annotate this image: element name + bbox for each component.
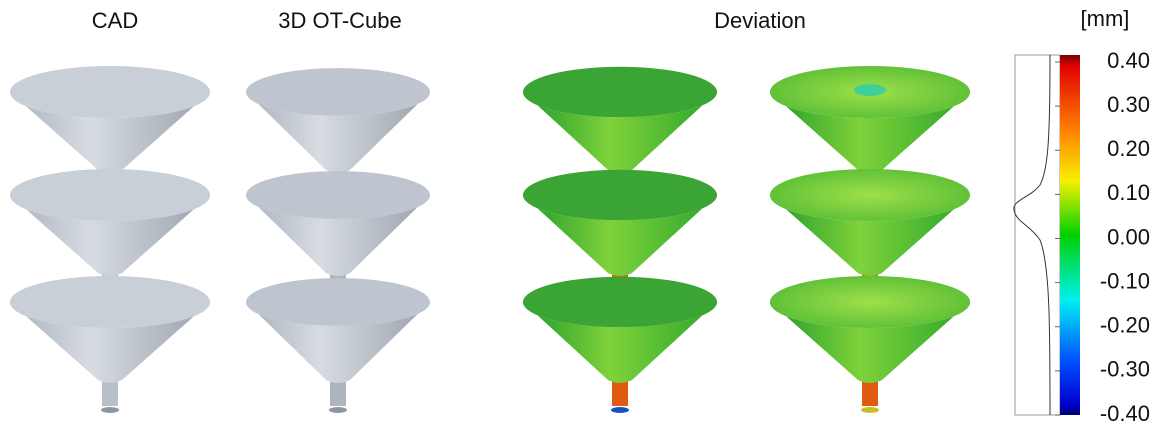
tick-label: -0.10	[1100, 268, 1150, 293]
disk-top	[246, 278, 430, 326]
tick-label: -0.30	[1100, 357, 1150, 382]
panel-title: Deviation	[714, 8, 806, 33]
top-spot	[854, 84, 886, 96]
disk-top	[770, 169, 970, 221]
disk-top	[246, 68, 430, 116]
tick-label: 0.30	[1107, 92, 1150, 117]
panel-title: 3D OT-Cube	[278, 8, 402, 33]
disk-top	[523, 170, 717, 220]
stem-end	[101, 407, 119, 413]
tick-label: 0.10	[1107, 180, 1150, 205]
tick-label: 0.20	[1107, 136, 1150, 161]
disk-top	[10, 169, 210, 221]
renders	[10, 66, 970, 413]
disk-top	[523, 67, 717, 117]
tick-label: -0.20	[1100, 313, 1150, 338]
disk-top	[246, 171, 430, 219]
figure: CAD 3D OT-Cube Deviation [mm] 0.40 0.30 0.…	[0, 0, 1157, 427]
colorbar-unit: [mm]	[1081, 6, 1130, 31]
panel-title: CAD	[92, 8, 138, 33]
tick-label: 0.00	[1107, 224, 1150, 249]
tick-label: -0.40	[1100, 401, 1150, 426]
disk-top	[523, 277, 717, 327]
tick-label: 0.40	[1107, 48, 1150, 73]
disk-top	[10, 276, 210, 328]
disk-top	[10, 66, 210, 118]
stem-end	[329, 407, 347, 413]
colorbar	[1060, 55, 1080, 415]
histogram-box	[1015, 55, 1060, 415]
stem-end	[861, 407, 879, 413]
stem-end	[611, 407, 629, 413]
disk-top	[770, 276, 970, 328]
